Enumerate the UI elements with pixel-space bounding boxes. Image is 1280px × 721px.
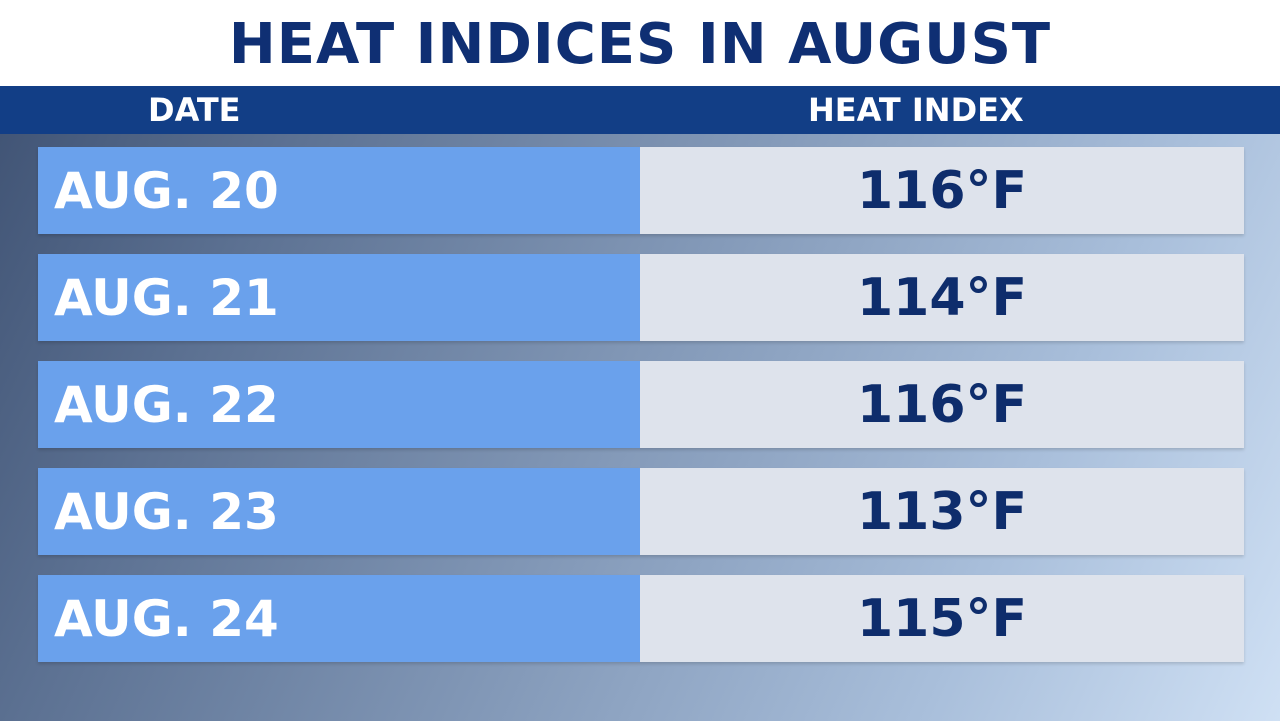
table-row: AUG. 23 113°F — [38, 468, 1244, 555]
date-cell: AUG. 24 — [38, 575, 640, 662]
heat-index-cell: 114°F — [640, 254, 1244, 341]
date-cell: AUG. 21 — [38, 254, 640, 341]
title-bar: HEAT INDICES IN AUGUST — [0, 0, 1280, 86]
heat-index-cell: 113°F — [640, 468, 1244, 555]
column-header-date: DATE — [148, 91, 241, 129]
table-row: AUG. 24 115°F — [38, 575, 1244, 662]
date-cell: AUG. 22 — [38, 361, 640, 448]
heat-index-cell: 115°F — [640, 575, 1244, 662]
table-body: AUG. 20 116°F AUG. 21 114°F AUG. 22 116°… — [38, 147, 1244, 682]
date-cell: AUG. 23 — [38, 468, 640, 555]
date-cell: AUG. 20 — [38, 147, 640, 234]
heat-index-cell: 116°F — [640, 361, 1244, 448]
table-row: AUG. 22 116°F — [38, 361, 1244, 448]
column-header-heat-index: HEAT INDEX — [808, 91, 1024, 129]
heat-index-cell: 116°F — [640, 147, 1244, 234]
table-header: DATE HEAT INDEX — [0, 86, 1280, 134]
table-row: AUG. 20 116°F — [38, 147, 1244, 234]
page-title: HEAT INDICES IN AUGUST — [228, 12, 1052, 77]
table-row: AUG. 21 114°F — [38, 254, 1244, 341]
